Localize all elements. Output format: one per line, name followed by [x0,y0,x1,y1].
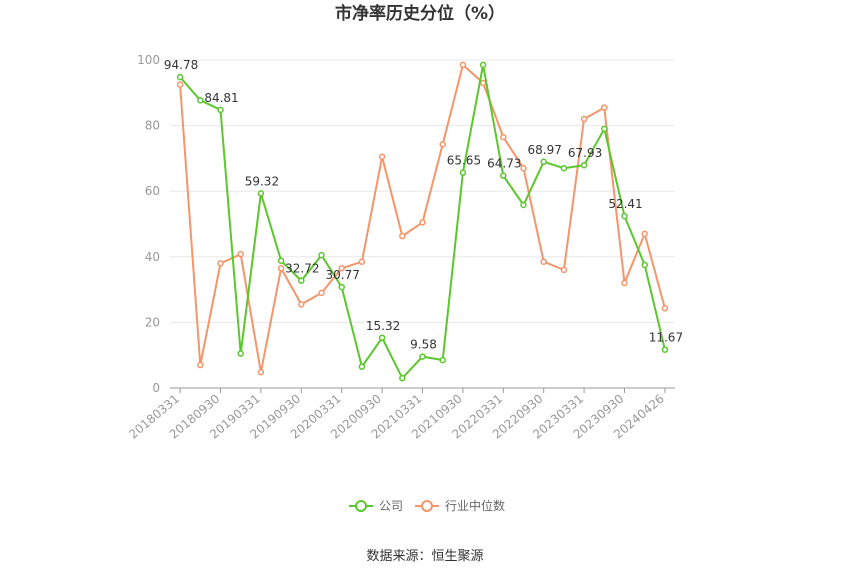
data-point [439,356,446,364]
data-label: 67.93 [568,146,602,160]
data-point [419,219,426,226]
data-point [459,169,467,176]
data-point [399,374,406,382]
data-point [217,260,224,267]
series-lines [176,61,669,382]
data-point [580,161,588,169]
chart-title: 市净率历史分位（%） [335,3,505,24]
data-point [318,289,325,297]
data-point [560,266,568,274]
data-point [378,153,386,161]
source-note: 数据来源：恒生聚源 [366,549,483,564]
series-line-1 [179,63,666,373]
data-point [520,201,527,209]
data-point [257,190,265,197]
data-point [641,261,648,269]
data-label: 15.32 [366,319,400,333]
data-point [176,73,184,81]
legend-label: 公司 [379,499,403,513]
data-point [277,257,285,264]
y-tick-label: 20 [145,315,160,329]
data-point [641,230,648,238]
data-point [601,125,608,133]
data-point [540,258,547,265]
data-label: 11.67 [649,331,683,345]
data-point [479,79,487,87]
legend-marker [421,500,433,512]
data-label: 52.41 [608,197,642,211]
grid-lines [170,59,675,323]
y-tick-label: 60 [145,184,160,198]
data-point [257,369,265,376]
data-point [176,81,184,88]
data-point [661,305,669,312]
data-point [580,115,588,123]
data-point [358,258,366,265]
data-point [217,106,224,114]
data-point [479,61,487,69]
data-point [318,251,325,259]
x-axis: 2018033120180930201903312019093020200331… [126,387,675,442]
data-point [500,133,507,141]
data-point [661,346,669,353]
data-point [621,279,628,287]
data-label: 68.97 [528,143,562,157]
data-label: 65.65 [447,154,481,168]
data-point [358,363,366,370]
y-tick-label: 80 [145,119,160,133]
data-point [338,283,345,291]
data-point [298,277,305,284]
data-point [197,97,204,104]
data-point [560,164,568,172]
data-labels: 94.78 84.81 59.32 32.72 30.77 15.32 9.58 65.65 6… [164,58,683,351]
data-point [500,172,507,179]
legend-marker [355,500,367,512]
data-point [197,361,204,369]
data-point [298,301,305,308]
y-tick-label: 40 [145,250,160,264]
data-label: 94.78 [164,58,198,72]
data-point [439,141,446,148]
data-point [237,250,244,258]
data-label: 64.73 [487,157,521,171]
data-point [338,265,345,272]
data-point [399,232,406,240]
data-point [419,353,426,360]
data-point [237,350,244,357]
y-tick-label: 100 [137,53,160,67]
legend[interactable]: 公司 行业中位数 [349,498,505,513]
data-point [540,158,547,166]
data-point [520,164,527,172]
data-point [378,334,386,342]
data-point [621,212,628,220]
data-label: 59.32 [245,174,279,188]
y-tick-label: 0 [152,381,160,395]
data-label: 84.81 [204,91,238,105]
data-label: 32.72 [285,262,319,276]
data-label: 9.58 [410,338,437,352]
data-point [277,265,285,272]
legend-label: 行业中位数 [445,498,505,513]
data-point [459,61,467,69]
data-label: 30.77 [326,268,360,282]
data-point [601,104,608,111]
y-axis-ticks: 0 20 40 60 80 100 [137,53,160,395]
